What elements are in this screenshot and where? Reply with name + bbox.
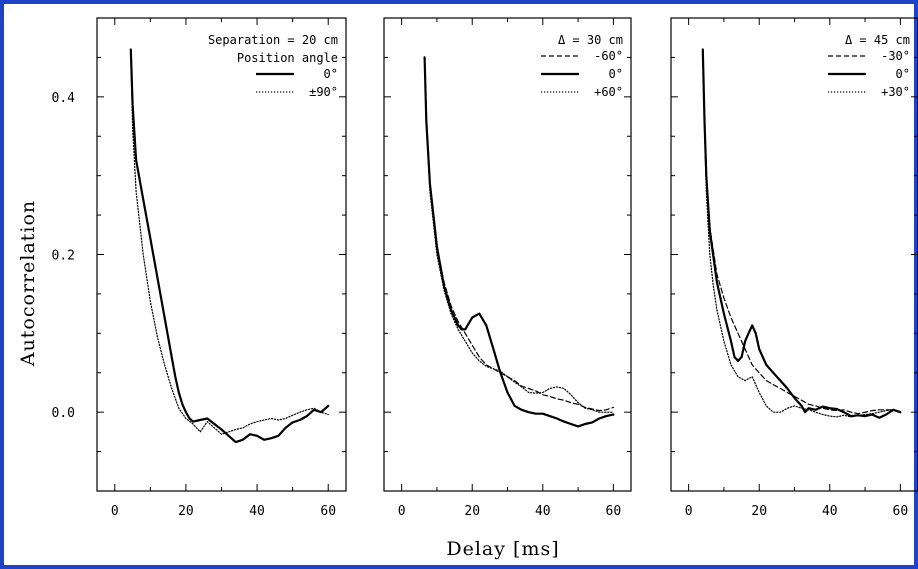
panel-1-legend-title-0: Separation = 20 cm (208, 33, 338, 47)
panel-3-series-1-line (701, 48, 902, 419)
chart-panel-1: 0 20 40 60 0.0 0.2 0.4 Separation = 20 cm Positi… (52, 17, 347, 519)
panel-1-ytick-label: 0.0 (52, 406, 75, 421)
panel-1-legend-label-1: ±90° (309, 85, 338, 99)
chart-panel-2: 0 20 40 60 Δ = 30 cm -60° 0° +60° (383, 17, 632, 519)
panel-3-xtick-label: 60 (893, 504, 909, 519)
panel-3-series-0-line (702, 48, 901, 415)
chart-panel-3: 0 20 40 60 Δ = 45 cm -30° 0° +30° (670, 17, 918, 519)
panel-3-legend-label-0: -30° (881, 49, 910, 63)
panel-2-xtick-label: 0 (398, 504, 406, 519)
panel-3-xtick-label: 40 (822, 504, 838, 519)
panel-2-legend-title-0: Δ = 30 cm (558, 33, 623, 47)
panel-3-series-2-line (702, 48, 901, 418)
panel-3-legend-label-2: +30° (881, 85, 910, 99)
panel-1-xtick-label: 60 (320, 504, 336, 519)
y-axis-title: Autocorrelation (17, 200, 39, 367)
panel-2-xtick-label: 40 (535, 504, 551, 519)
panel-2-xtick-label: 20 (464, 504, 480, 519)
panel-1-xtick-label: 40 (249, 504, 265, 519)
panel-1-legend-label-0: 0° (324, 67, 338, 81)
panel-2-series-0-line (424, 56, 614, 412)
x-axis-title: Delay [ms] (446, 538, 559, 560)
panel-2-legend-label-0: -60° (594, 49, 623, 63)
panel-1-xtick-label: 20 (178, 504, 194, 519)
panel-1-series-1-line (130, 48, 329, 435)
panel-3-legend-label-1: 0° (896, 67, 910, 81)
panel-1-ytick-label: 0.2 (52, 249, 75, 264)
panel-3-xtick-label: 0 (685, 504, 693, 519)
panel-1-ytick-label: 0.4 (52, 91, 76, 106)
panel-2-series-1-line (423, 56, 615, 428)
panel-2-legend-label-2: +60° (594, 85, 623, 99)
panel-1-legend-title-1: Position angle (237, 51, 338, 65)
panel-2-series-2-line (424, 56, 614, 413)
panels-group: 0 20 40 60 0.0 0.2 0.4 Separation = 20 cm Positi… (52, 17, 918, 519)
panel-3-xtick-label: 20 (751, 504, 767, 519)
panel-3-legend-title-0: Δ = 45 cm (845, 33, 910, 47)
panel-1-series-0-line (129, 48, 330, 444)
panel-2-legend-label-1: 0° (609, 67, 623, 81)
panel-2-xtick-label: 60 (606, 504, 622, 519)
panel-1-xtick-label: 0 (111, 504, 119, 519)
